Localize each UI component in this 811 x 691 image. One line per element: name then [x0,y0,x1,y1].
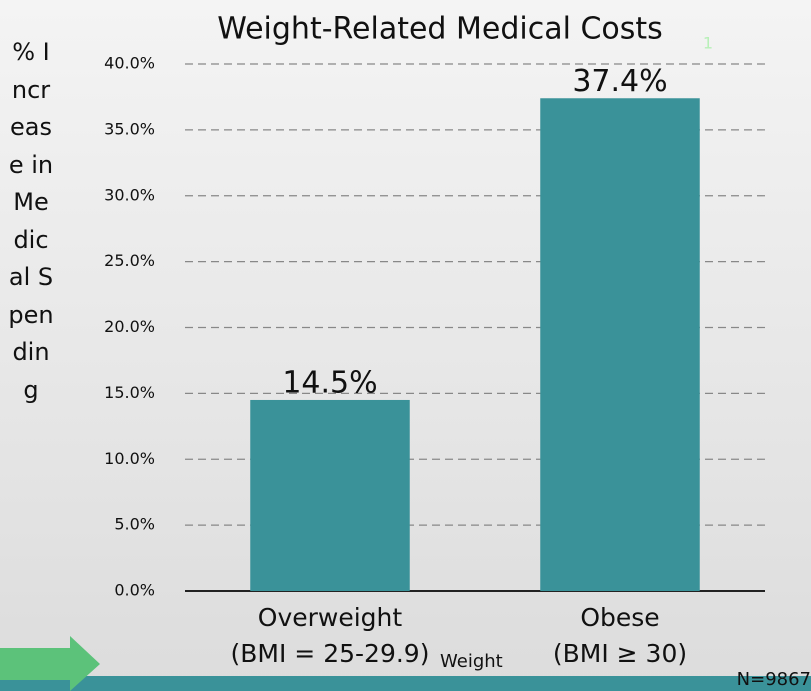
value-label: 14.5% [282,365,377,400]
x-axis-label: Weight [440,651,503,672]
value-label: 37.4% [572,64,667,99]
chart-title: Weight-Related Medical Costs [217,12,663,47]
bar [250,399,410,591]
x-tick-label: Obese (BMI ≥ 30) [552,603,688,668]
title-note: 1 [703,34,713,53]
bar [540,98,700,591]
y-tick-label: 10.0% [104,449,155,468]
y-tick-label: 25.0% [104,251,155,270]
y-tick-label: 5.0% [114,515,155,534]
y-axis-label: % Increase in Medical Spending [8,38,54,404]
y-tick-label: 20.0% [104,317,155,336]
y-tick-label: 15.0% [104,383,155,402]
arrow-decoration [0,636,100,691]
y-tick-label: 40.0% [104,54,155,73]
y-tick-label: 30.0% [104,185,155,204]
bottom-band [0,676,811,691]
x-tick-label: Overweight (BMI = 25-29.9) [230,603,430,668]
y-tick-label: 0.0% [114,581,155,600]
y-tick-label: 35.0% [104,119,155,138]
note: N=9867 [736,669,811,690]
